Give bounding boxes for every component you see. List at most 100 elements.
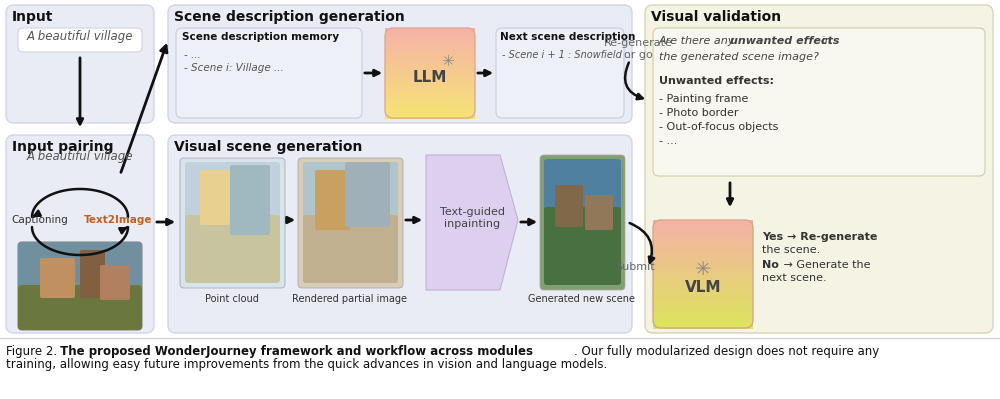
Text: the scene.: the scene. (762, 245, 820, 255)
FancyBboxPatch shape (653, 296, 753, 302)
FancyBboxPatch shape (315, 170, 350, 230)
FancyBboxPatch shape (168, 5, 632, 123)
FancyBboxPatch shape (385, 64, 475, 69)
Text: - ...: - ... (659, 136, 677, 146)
FancyBboxPatch shape (345, 162, 390, 227)
FancyBboxPatch shape (385, 51, 475, 56)
Text: The proposed WonderJourney framework and workflow across modules: The proposed WonderJourney framework and… (56, 345, 533, 358)
FancyBboxPatch shape (653, 28, 985, 176)
Text: - Out-of-focus objects: - Out-of-focus objects (659, 122, 778, 132)
Text: Rendered partial image: Rendered partial image (292, 294, 408, 304)
Text: No: No (762, 260, 779, 270)
FancyBboxPatch shape (100, 265, 130, 300)
FancyBboxPatch shape (653, 236, 753, 243)
FancyBboxPatch shape (6, 135, 154, 333)
FancyBboxPatch shape (653, 225, 753, 232)
FancyBboxPatch shape (653, 274, 753, 280)
FancyBboxPatch shape (653, 279, 753, 286)
FancyBboxPatch shape (496, 28, 624, 118)
Text: Input pairing: Input pairing (12, 140, 114, 154)
FancyBboxPatch shape (385, 77, 475, 83)
FancyBboxPatch shape (385, 82, 475, 87)
FancyBboxPatch shape (385, 32, 475, 38)
FancyBboxPatch shape (385, 95, 475, 101)
FancyBboxPatch shape (176, 28, 362, 118)
FancyBboxPatch shape (653, 269, 753, 275)
Text: Scene description memory: Scene description memory (182, 32, 339, 42)
Text: Captioning: Captioning (12, 215, 68, 225)
FancyBboxPatch shape (18, 242, 142, 292)
FancyBboxPatch shape (385, 100, 475, 105)
Text: training, allowing easy future improvements from the quick advances in vision an: training, allowing easy future improveme… (6, 358, 607, 371)
Text: Text2Image: Text2Image (84, 215, 152, 225)
FancyBboxPatch shape (544, 207, 621, 285)
Text: A beautiful village: A beautiful village (27, 150, 133, 163)
FancyBboxPatch shape (544, 159, 621, 214)
FancyBboxPatch shape (653, 220, 753, 226)
FancyBboxPatch shape (303, 215, 398, 283)
FancyBboxPatch shape (6, 5, 154, 123)
FancyBboxPatch shape (385, 28, 475, 34)
FancyBboxPatch shape (385, 91, 475, 97)
Text: Re-generate
or go: Re-generate or go (604, 38, 672, 59)
FancyBboxPatch shape (653, 258, 753, 264)
FancyBboxPatch shape (645, 5, 993, 333)
Text: - Scene i + 1 : Snowfield ...: - Scene i + 1 : Snowfield ... (502, 50, 634, 60)
Polygon shape (426, 155, 518, 290)
FancyBboxPatch shape (185, 162, 280, 222)
FancyBboxPatch shape (303, 162, 398, 222)
FancyBboxPatch shape (18, 242, 142, 330)
FancyBboxPatch shape (385, 109, 475, 115)
FancyBboxPatch shape (555, 185, 583, 227)
Text: unwanted effects: unwanted effects (730, 36, 840, 46)
FancyBboxPatch shape (653, 242, 753, 248)
FancyBboxPatch shape (298, 158, 403, 288)
FancyBboxPatch shape (653, 253, 753, 259)
FancyBboxPatch shape (653, 290, 753, 296)
FancyBboxPatch shape (385, 113, 475, 119)
FancyBboxPatch shape (200, 170, 230, 225)
Text: - Painting frame: - Painting frame (659, 94, 748, 104)
Text: - ...: - ... (184, 50, 201, 60)
FancyBboxPatch shape (653, 312, 753, 318)
Text: next scene.: next scene. (762, 273, 827, 283)
FancyBboxPatch shape (385, 55, 475, 61)
Text: Next scene description: Next scene description (500, 32, 635, 42)
FancyBboxPatch shape (653, 317, 753, 324)
FancyBboxPatch shape (168, 135, 632, 333)
Text: Submit: Submit (615, 262, 655, 272)
FancyBboxPatch shape (385, 73, 475, 79)
FancyBboxPatch shape (653, 263, 753, 270)
Text: . Our fully modularized design does not require any: . Our fully modularized design does not … (574, 345, 879, 358)
FancyBboxPatch shape (653, 323, 753, 329)
Text: Unwanted effects:: Unwanted effects: (659, 76, 774, 86)
Text: ✳: ✳ (442, 54, 454, 69)
Text: Yes → Re-generate: Yes → Re-generate (762, 232, 877, 242)
Text: → Generate the: → Generate the (780, 260, 870, 270)
Text: in: in (818, 36, 832, 46)
Text: VLM: VLM (685, 280, 721, 296)
FancyBboxPatch shape (230, 165, 270, 235)
Text: Visual validation: Visual validation (651, 10, 781, 24)
Text: ✳: ✳ (695, 260, 711, 279)
FancyBboxPatch shape (18, 285, 142, 330)
FancyBboxPatch shape (40, 258, 75, 298)
Text: - Scene i: Village ...: - Scene i: Village ... (184, 63, 284, 73)
Text: Text-guided
inpainting: Text-guided inpainting (440, 207, 505, 229)
FancyBboxPatch shape (653, 247, 753, 253)
FancyBboxPatch shape (385, 69, 475, 74)
Text: LLM: LLM (413, 71, 447, 85)
FancyBboxPatch shape (385, 59, 475, 65)
FancyBboxPatch shape (80, 250, 105, 298)
FancyBboxPatch shape (385, 41, 475, 47)
FancyBboxPatch shape (385, 37, 475, 43)
FancyBboxPatch shape (653, 306, 753, 313)
FancyBboxPatch shape (585, 195, 613, 230)
FancyBboxPatch shape (385, 105, 475, 110)
FancyBboxPatch shape (385, 87, 475, 92)
Text: Point cloud: Point cloud (205, 294, 259, 304)
Text: Scene description generation: Scene description generation (174, 10, 405, 24)
FancyBboxPatch shape (185, 215, 280, 283)
FancyBboxPatch shape (653, 285, 753, 291)
Text: A beautiful village: A beautiful village (27, 30, 133, 43)
